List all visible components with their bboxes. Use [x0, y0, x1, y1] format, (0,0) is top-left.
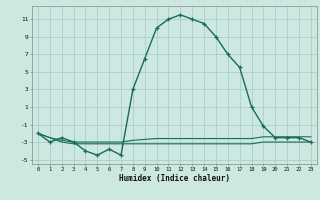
- X-axis label: Humidex (Indice chaleur): Humidex (Indice chaleur): [119, 174, 230, 183]
